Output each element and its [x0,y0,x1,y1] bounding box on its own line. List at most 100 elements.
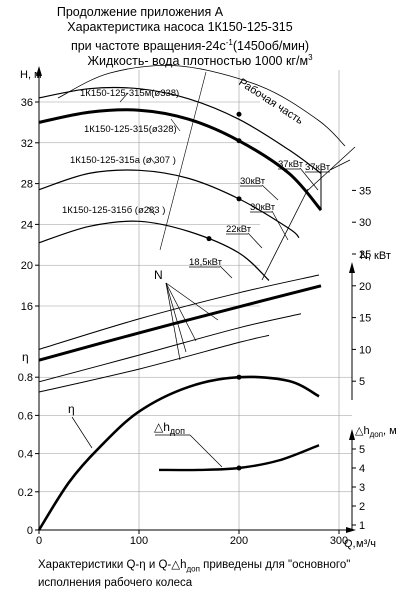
power-label-4: 22кВт [226,224,252,235]
power-label-0: 37кВт [305,162,331,173]
power-tick-label: 30 [359,217,371,229]
efficiency-curve-label: η [68,402,75,416]
footer-line-2: исполнения рабочего колеса [38,575,408,591]
power-curve-3 [38,334,270,393]
power-label-leader-5 [219,265,233,279]
power-label-5: 18,5кВт [189,257,223,268]
head-tick-label: 16 [21,301,33,313]
footer-line-1-sub: доп [186,564,200,574]
operating-point-0 [236,111,242,117]
power-label-leader-1 [299,167,319,191]
head-curve-1 [38,108,323,212]
efficiency-tick-label: 0.8 [18,372,33,384]
npsh-tick-label: 5 [359,444,365,456]
power-tick-label: 15 [359,313,371,325]
head-tick-label: 36 [21,97,33,109]
header-line-3-sup: -1 [225,38,233,47]
header-line-2: Характеристика насоса 1К150-125-315 [30,20,330,35]
power-label-leader-2 [261,184,279,201]
x-axis-unit: м³/ч [356,538,376,550]
header-line-3-text: при частоте вращения-24с [70,39,226,54]
power-tick-label: 5 [359,376,365,388]
operating-zone-right-edge [306,146,356,192]
footer-line-1-text: Характеристики Q-η и Q-△h [38,559,187,571]
x-tick-label: 300 [330,535,348,547]
header-line-4: Жидкость- вода плотностью 1000 кг/м3 [40,50,360,69]
npsh-curve-label: △hдоп [154,420,185,436]
power-tick-label: 20 [359,281,371,293]
npsh-tick-label: 1 [359,520,365,532]
efficiency-tick-label: 0.6 [18,410,33,422]
power-curves-leader-0 [165,282,219,321]
npsh-tick-label: 2 [359,501,365,513]
head-curve-leader-2 [149,156,156,165]
efficiency-tick-label: 0 [27,525,33,537]
operating-point-1 [236,138,242,144]
power-curves-leader-2 [165,282,187,353]
head-curve-3 [38,220,270,281]
operating-zone-arc [57,64,346,147]
power-tick-label: 25 [359,249,371,261]
power-curves-leader-1 [165,282,197,342]
power-label-3: 30кВт [250,202,276,213]
operating-point-3 [206,236,212,242]
footer-line-1-tail: приведены для "основного" [199,559,351,571]
head-curve-label-2: 1К150-125-315а (ø 307 ) [70,155,176,166]
header-line-2-text: Характеристика насоса 1К150-125-315 [67,20,293,34]
chart-axes [35,66,356,534]
npsh-tick-label: 4 [359,463,365,475]
header-line-1-text: Продолжение приложения А [56,5,224,19]
npsh-axis-label: △hдоп, м [355,425,397,439]
power-label-leader-3 [271,210,289,241]
header-line-4-text: Жидкость- вода плотностью 1000 кг/м [87,54,309,69]
axis-left-arrow [36,66,42,76]
head-curve-label-0: 1К150-125-315м(ø338) [80,88,179,99]
x-tick-label: 0 [36,535,42,547]
power-axis-label: N, кВт [360,250,391,262]
header-line-3-tail: (1450об/мин) [232,39,310,54]
axis-npsh-arrow [349,429,355,440]
power-tick-label: 35 [359,185,371,197]
power-label-leader-0 [329,159,351,171]
axis-x-arrow [346,527,356,533]
power-curves-label: N [154,268,163,282]
x-tick-label: 200 [230,535,248,547]
head-curve-2 [38,169,300,239]
x-axis-label: Q, [344,538,356,550]
npsh-marker [236,465,242,471]
operating-zone-leader [159,71,207,251]
power-curve-0 [38,274,320,350]
footer-line-2-text: исполнения рабочего колеса [38,577,193,589]
efficiency-marker [236,374,242,380]
head-curve-leader-1 [170,118,181,132]
head-axis-label: H, м [20,69,42,81]
header-line-1: Продолжение приложения А [20,5,260,20]
npsh-curve-leader [189,434,223,468]
npsh-tick-label: 3 [359,482,365,494]
efficiency-tick-label: 0.2 [18,487,33,499]
efficiency-tick-label: 0.4 [18,449,33,461]
power-curve-1 [38,284,322,362]
footer-line-1: Характеристики Q-η и Q-△hдоп приведены д… [38,557,408,577]
chart-grid [39,70,352,530]
power-label-2: 30кВт [240,176,266,187]
header-line-4-sup: 3 [308,53,313,62]
efficiency-curve [37,375,320,531]
power-label-1: 37кВт [278,159,304,170]
head-curve-leader-3 [147,206,156,216]
operating-point-2 [236,196,242,202]
head-curve-leader-0 [119,92,129,103]
efficiency-curve-leader [71,416,93,449]
head-curve-label-3: 1К150-125-315б (ø283 ) [62,205,165,216]
head-tick-label: 24 [21,219,33,231]
head-tick-label: 28 [21,179,33,191]
chart-curves [37,64,356,531]
efficiency-axis-label: η [22,350,29,364]
header-line-3: при частоте вращения-24с-1(1450об/мин) [40,35,340,54]
power-label-leader-4 [247,232,263,249]
power-curves-leader-3 [165,282,181,361]
head-tick-label: 32 [21,138,33,150]
x-tick-label: 100 [130,535,148,547]
